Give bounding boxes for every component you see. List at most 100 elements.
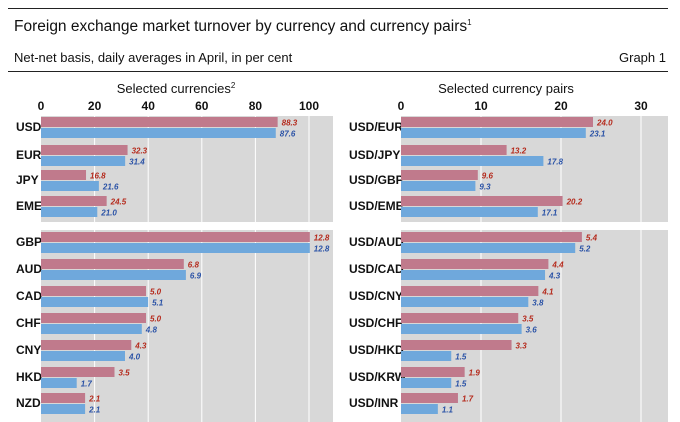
bar-value-label: 3.3 [516,342,528,351]
category-label: CNY [16,343,41,357]
bar-value-label: 12.8 [314,245,330,254]
bar-series-a [401,286,539,296]
bar-value-label: 17.1 [542,209,558,218]
bar-series-b [401,156,544,166]
bar-value-label: 13.2 [511,147,527,156]
bar-value-label: 3.5 [119,369,131,378]
bar-series-b [41,378,77,388]
category-label: USD/EME3 [349,198,409,213]
bar-value-label: 12.8 [314,234,330,243]
bar-series-a [41,170,87,180]
bar-value-label: 1.7 [462,395,474,404]
title-footnote-marker: 1 [467,17,472,27]
bar-series-a [401,393,458,403]
x-tick-label: 30 [634,99,648,113]
bar-value-label: 17.8 [547,158,563,167]
bar-value-label: 4.4 [551,261,564,270]
bar-series-a [41,145,128,155]
bar-series-b [41,324,142,334]
x-tick-label: 10 [474,99,488,113]
bar-series-a [401,259,549,269]
bar-value-label: 1.7 [81,380,93,389]
bar-series-b [401,270,546,280]
bar-value-label: 88.3 [282,119,298,128]
category-label: USD/INR [349,396,399,410]
panel-title-footnote: 2 [231,81,236,90]
bar-series-a [41,259,184,269]
bar-value-label: 1.1 [442,406,454,415]
bar-value-label: 5.4 [586,234,598,243]
chart-subtitle: Net-net basis, daily averages in April, … [14,50,293,65]
category-label: USD/CNY [349,289,403,303]
bar-series-b [401,181,476,191]
bar-value-label: 6.9 [190,272,202,281]
category-label: USD/JPY [349,148,400,162]
bar-value-label: 6.8 [188,261,200,270]
bar-series-b [401,351,452,361]
bar-series-b [41,156,126,166]
bar-series-b [401,324,522,334]
x-tick-label: 60 [195,99,209,113]
bar-value-label: 3.6 [526,326,538,335]
bar-series-b [41,128,276,138]
category-label: AUD [16,262,42,276]
category-label: USD/CAD [349,262,404,276]
bar-value-label: 32.3 [132,147,148,156]
bar-series-b [41,181,99,191]
x-tick-label: 20 [554,99,568,113]
bar-series-b [401,378,452,388]
bar-series-a [41,196,107,206]
x-tick-label: 20 [88,99,102,113]
category-label: USD/AUD [349,235,404,249]
bar-value-label: 5.0 [150,288,162,297]
bar-value-label: 1.5 [455,353,467,362]
category-label: USD/HKD [349,343,404,357]
bar-series-a [401,232,582,242]
bar-value-label: 4.1 [541,288,554,297]
bar-value-label: 5.1 [152,299,164,308]
bar-series-a [41,117,278,127]
bar-value-label: 3.5 [522,315,534,324]
bar-series-b [41,243,310,253]
panel-title-pairs: Selected currency pairs [438,81,574,96]
category-label: USD [16,120,42,134]
bar-series-a [41,232,310,242]
bar-series-b [41,270,186,280]
category-label: USD/EUR [349,120,403,134]
bar-series-b [401,404,438,414]
bar-series-a [41,286,146,296]
panel-title-currencies: Selected currencies2 [117,81,236,96]
chart-title: Foreign exchange market turnover by curr… [14,17,472,35]
bar-series-b [41,404,86,414]
category-label: CHF [16,316,41,330]
bar-series-b [401,207,538,217]
category-label: EUR [16,148,42,162]
bar-value-label: 16.8 [90,172,106,181]
bar-series-a [401,340,512,350]
bar-value-label: 5.0 [150,315,162,324]
category-label: JPY [16,173,39,187]
bar-value-label: 2.1 [88,395,101,404]
bar-value-label: 24.0 [596,119,613,128]
bar-series-a [401,170,478,180]
bar-series-b [401,128,586,138]
bar-value-label: 1.5 [455,380,467,389]
bar-value-label: 4.3 [134,342,147,351]
bar-series-b [401,297,529,307]
category-label: USD/GBP [349,173,404,187]
x-tick-label: 0 [38,99,45,113]
x-tick-label: 0 [398,99,405,113]
bar-series-a [41,367,115,377]
bar-value-label: 31.4 [129,158,145,167]
bar-value-label: 21.0 [100,209,117,218]
bar-series-b [401,243,576,253]
bar-value-label: 87.6 [280,130,296,139]
bar-value-label: 4.0 [128,353,141,362]
bar-series-b [41,351,125,361]
bar-value-label: 4.8 [145,326,158,335]
bar-series-a [401,117,593,127]
bar-series-b [41,207,98,217]
bar-series-a [401,367,465,377]
x-tick-label: 100 [299,99,319,113]
